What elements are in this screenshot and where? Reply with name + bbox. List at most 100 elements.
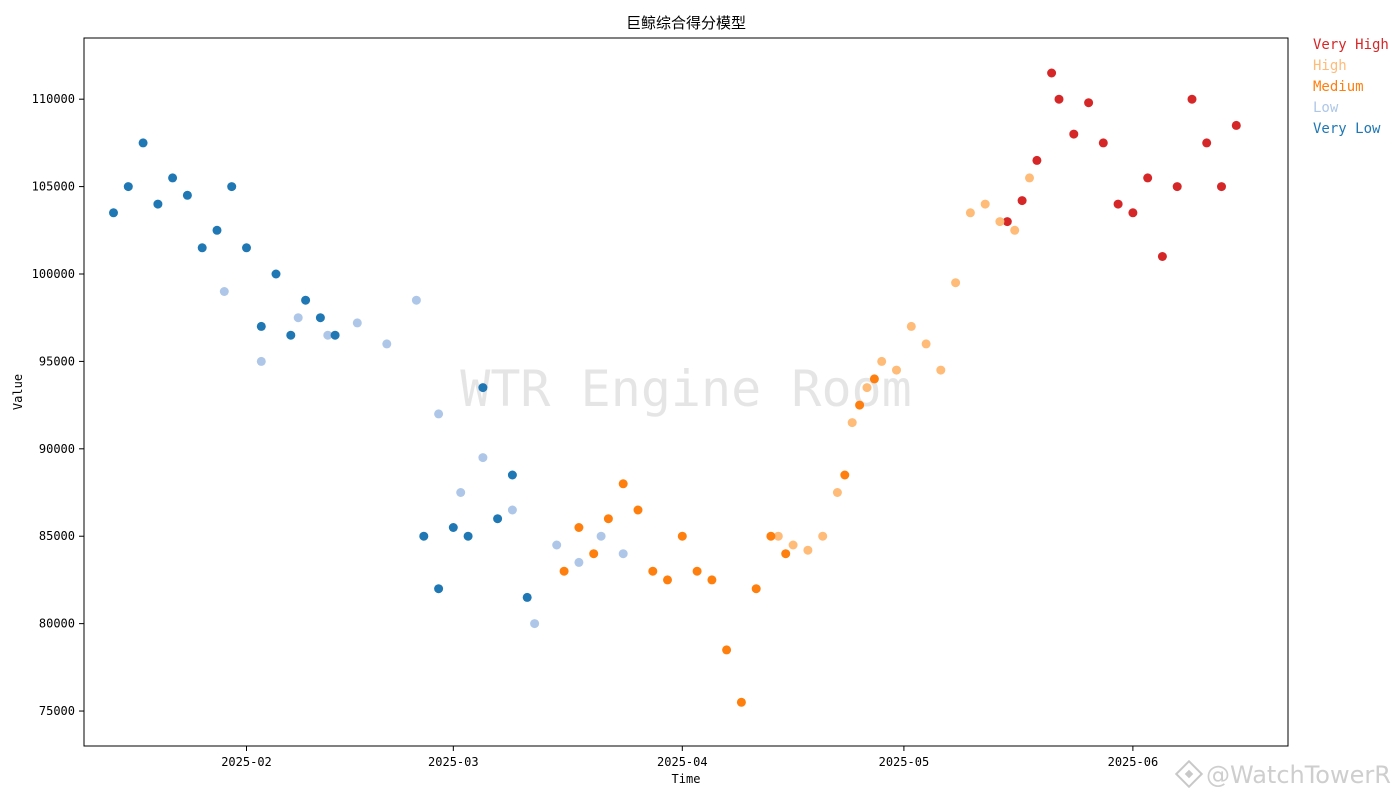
point-0-7 (1098, 138, 1108, 148)
point-2-15 (781, 549, 791, 559)
corner-watermark: @WatchTowerR (1174, 759, 1391, 789)
point-1-5 (847, 418, 857, 428)
point-4-5 (182, 190, 192, 200)
point-4-6 (197, 243, 207, 253)
y-tick-label-5: 100000 (32, 267, 75, 281)
legend-item-4: Very Low (1313, 121, 1381, 137)
x-axis-label: Time (672, 772, 701, 786)
point-1-11 (936, 365, 946, 375)
y-tick-label-3: 90000 (39, 442, 75, 456)
y-tick-label-7: 110000 (32, 92, 75, 106)
point-0-12 (1172, 182, 1182, 192)
point-0-13 (1187, 94, 1197, 104)
point-2-2 (589, 549, 599, 559)
point-4-22 (507, 470, 517, 480)
point-3-7 (434, 409, 444, 419)
point-3-12 (552, 540, 562, 550)
point-1-0 (773, 531, 783, 541)
point-1-10 (921, 339, 931, 349)
y-axis-label: Value (11, 374, 25, 410)
point-0-5 (1069, 129, 1079, 139)
point-2-5 (633, 505, 643, 515)
point-3-4 (352, 318, 362, 328)
plot-frame (83, 37, 1289, 747)
x-tick-label-0: 2025-02 (221, 755, 272, 769)
point-3-11 (530, 619, 540, 629)
point-4-8 (227, 182, 237, 192)
point-0-1 (1017, 196, 1027, 206)
point-1-4 (832, 488, 842, 497)
legend-item-2: Medium (1313, 79, 1364, 95)
point-4-9 (242, 243, 251, 253)
point-4-19 (463, 531, 473, 541)
point-3-8 (456, 488, 466, 497)
point-1-8 (892, 365, 901, 375)
watermark: WTR Engine Room (460, 360, 912, 418)
point-4-14 (315, 313, 325, 323)
point-1-3 (818, 531, 828, 541)
point-4-4 (168, 173, 178, 183)
point-2-3 (603, 514, 613, 524)
point-0-8 (1113, 199, 1123, 209)
point-2-9 (692, 566, 702, 576)
y-axis: 75000 80000 85000 90000 95000 100000 105000 110… (32, 92, 84, 718)
point-4-0 (109, 208, 118, 218)
legend: Very High High Medium Low Very Low (1313, 37, 1389, 137)
x-tick-label-4: 2025-06 (1108, 755, 1159, 769)
y-tick-label-2: 85000 (39, 529, 75, 543)
point-1-2 (803, 545, 813, 555)
point-1-6 (862, 383, 872, 393)
point-2-11 (722, 645, 732, 655)
point-4-15 (330, 330, 340, 340)
point-0-4 (1054, 94, 1064, 104)
point-3-0 (219, 287, 229, 296)
point-3-10 (507, 505, 517, 515)
y-tick-label-4: 95000 (39, 354, 75, 368)
point-0-10 (1143, 173, 1153, 183)
point-0-3 (1047, 68, 1057, 78)
point-2-1 (574, 523, 584, 532)
point-3-6 (411, 295, 421, 305)
point-2-16 (840, 470, 850, 480)
point-4-18 (448, 523, 458, 532)
point-4-2 (138, 138, 148, 148)
point-0-14 (1202, 138, 1212, 148)
y-tick-label-0: 75000 (39, 704, 75, 718)
point-4-20 (478, 383, 488, 393)
point-0-16 (1231, 120, 1241, 130)
x-axis: 2025-02 2025-03 2025-04 2025-05 2025-06 (221, 746, 1158, 769)
point-4-21 (493, 514, 503, 524)
legend-item-0: Very High (1313, 37, 1389, 53)
point-4-10 (256, 321, 266, 331)
point-4-7 (212, 225, 222, 235)
point-4-1 (123, 182, 133, 192)
point-3-5 (382, 339, 392, 349)
x-tick-label-1: 2025-03 (428, 755, 479, 769)
chart-title: 巨鲸综合得分模型 (626, 14, 746, 32)
point-2-13 (751, 584, 761, 594)
point-2-8 (677, 531, 687, 541)
point-0-15 (1217, 182, 1226, 192)
point-0-6 (1084, 98, 1094, 108)
point-3-15 (618, 549, 628, 559)
x-tick-label-3: 2025-05 (879, 755, 930, 769)
point-2-6 (648, 566, 658, 576)
point-0-2 (1032, 155, 1042, 165)
legend-item-3: Low (1313, 100, 1339, 116)
point-1-17 (1025, 173, 1034, 183)
point-2-0 (559, 566, 569, 576)
point-1-12 (951, 278, 961, 288)
point-4-13 (301, 295, 311, 305)
point-1-9 (906, 321, 916, 331)
point-4-11 (271, 269, 281, 279)
point-2-4 (618, 479, 628, 489)
point-3-13 (574, 557, 584, 567)
point-1-1 (788, 540, 798, 550)
point-1-13 (965, 208, 975, 218)
point-0-11 (1157, 252, 1167, 261)
point-1-16 (1010, 225, 1020, 235)
y-tick-label-1: 80000 (39, 617, 75, 631)
point-4-3 (153, 199, 163, 209)
point-1-15 (995, 217, 1005, 227)
point-0-0 (1002, 217, 1012, 227)
